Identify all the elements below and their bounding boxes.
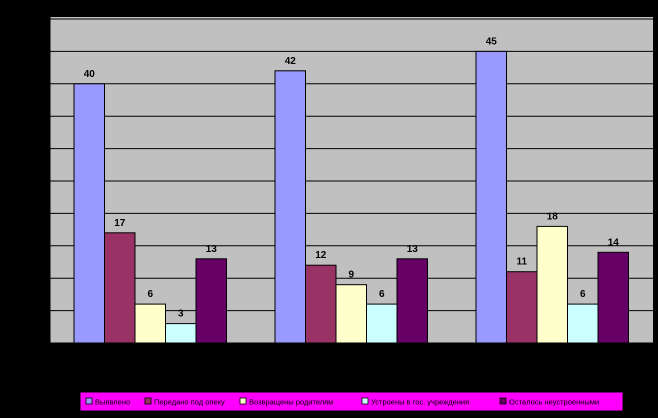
data-label: 13 <box>206 244 218 255</box>
legend-label: Возвращены родителям <box>249 398 333 407</box>
bar <box>73 83 105 344</box>
bar <box>396 258 428 344</box>
data-label: 11 <box>517 257 528 268</box>
data-label: 6 <box>580 289 586 300</box>
bar <box>475 50 507 344</box>
data-label: 3 <box>178 309 184 320</box>
data-label: 13 <box>407 244 419 255</box>
data-label: 12 <box>315 250 327 261</box>
bar <box>366 303 398 344</box>
data-label: 45 <box>486 36 498 47</box>
bar <box>195 258 227 344</box>
legend-box <box>79 391 624 412</box>
data-label: 6 <box>379 289 385 300</box>
bar <box>335 284 367 344</box>
legend-swatch <box>85 397 93 405</box>
legend-swatch <box>499 397 507 405</box>
bar <box>597 251 629 344</box>
legend-swatch <box>239 397 247 405</box>
data-label: 42 <box>285 56 297 67</box>
legend-label: Передано под опеку <box>154 398 225 407</box>
legend-label: Выявлено <box>95 398 130 407</box>
bar <box>134 303 166 344</box>
bar <box>165 323 197 344</box>
data-label: 18 <box>547 211 559 222</box>
bar <box>104 232 136 344</box>
bar <box>274 70 306 344</box>
data-label: 17 <box>114 218 126 229</box>
data-label: 14 <box>608 237 620 248</box>
legend-label: Устроены в гос. учреждения <box>371 398 469 407</box>
data-label: 9 <box>349 270 355 281</box>
bar <box>536 225 568 344</box>
legend: Выявлено Передано под опеку Возвращены род… <box>79 391 624 412</box>
data-labels: 40 17 6 3 13 42 12 9 6 13 45 11 18 6 14 <box>84 36 620 319</box>
data-label: 40 <box>84 69 96 80</box>
data-label: 6 <box>148 289 154 300</box>
legend-swatch <box>144 397 152 405</box>
legend-swatch <box>361 397 369 405</box>
bar <box>506 271 538 344</box>
legend-label: Осталось неустроенными <box>509 398 599 407</box>
bar <box>567 303 599 344</box>
bars <box>73 50 629 344</box>
bar <box>305 264 337 344</box>
